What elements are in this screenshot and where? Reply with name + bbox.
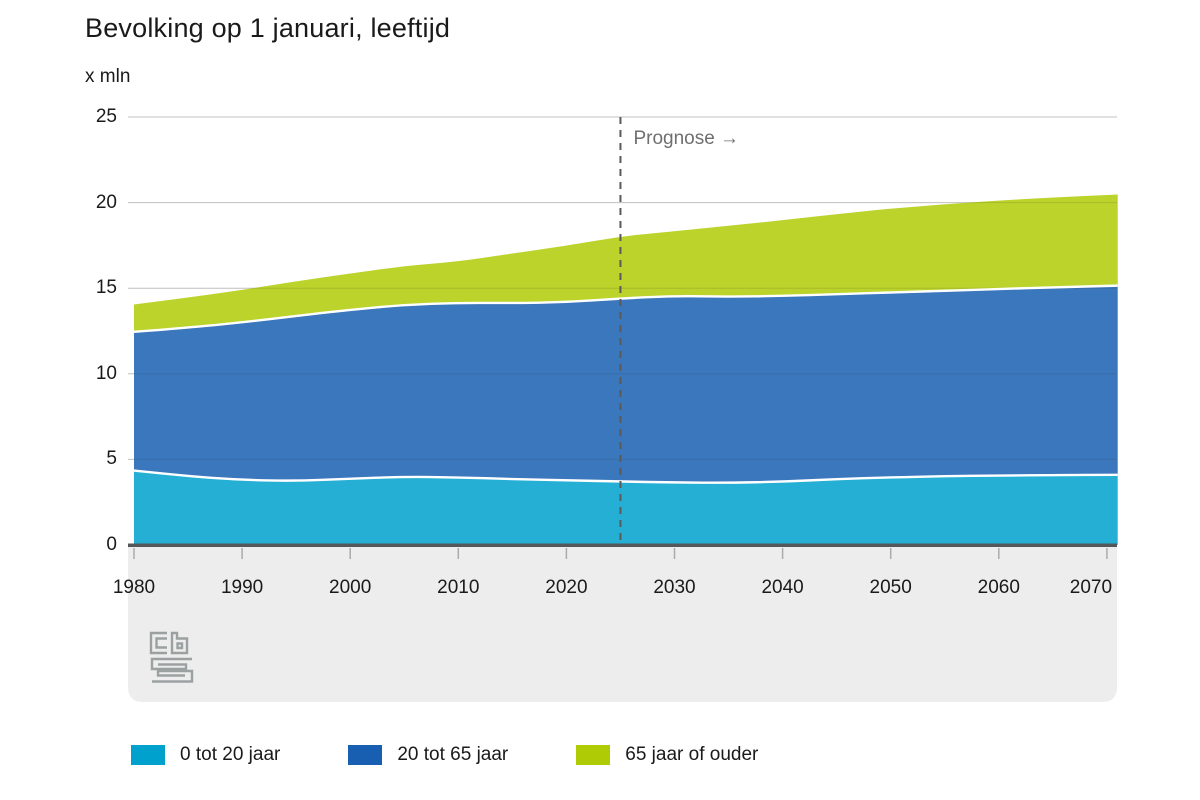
x-axis-line xyxy=(128,543,1117,547)
y-axis-label: 25 xyxy=(95,106,117,127)
x-axis-label: 2010 xyxy=(437,577,480,598)
cbs-logo-icon xyxy=(149,631,194,683)
legend-label: 20 tot 65 jaar xyxy=(397,744,509,765)
x-axis-label: 2020 xyxy=(545,577,588,598)
area-20-65 xyxy=(134,285,1118,483)
y-axis-unit-label: x mln xyxy=(85,66,131,87)
legend-label: 0 tot 20 jaar xyxy=(180,744,281,765)
legend-item: 65 jaar of ouder xyxy=(576,744,758,766)
x-axis-label: 1980 xyxy=(112,577,156,598)
y-axis-label: 15 xyxy=(95,277,117,299)
series-divider-line xyxy=(133,469,1118,484)
x-axis-label: 2040 xyxy=(761,577,804,598)
x-axis-label: 2050 xyxy=(869,577,912,598)
x-axis-label: 1990 xyxy=(220,577,264,598)
chart-title: Bevolking op 1 januari, leeftijd xyxy=(85,13,451,43)
x-axis-band xyxy=(128,547,1117,702)
legend-label: 65 jaar of ouder xyxy=(625,744,759,765)
y-axis-label: 0 xyxy=(106,534,117,555)
y-axis-label: 5 xyxy=(106,448,117,470)
y-axis-label: 20 xyxy=(95,191,117,213)
legend-item: 0 tot 20 jaar xyxy=(131,744,280,766)
prognose-annotation: Prognose → xyxy=(633,128,740,149)
chart-legend: 0 tot 20 jaar 20 tot 65 jaar 65 jaar of ou… xyxy=(131,744,826,766)
x-axis-label: 2070 xyxy=(1069,577,1113,598)
series-divider-line xyxy=(133,284,1118,334)
x-axis-label: 2000 xyxy=(329,577,372,598)
x-axis-label: 2060 xyxy=(977,577,1020,598)
area-65plus xyxy=(134,194,1118,332)
x-axis-label: 2030 xyxy=(653,577,696,598)
legend-swatch-icon xyxy=(576,745,611,765)
y-axis-label: 10 xyxy=(95,362,117,384)
legend-item: 20 tot 65 jaar xyxy=(348,744,508,766)
area-0-20 xyxy=(134,470,1118,545)
legend-swatch-icon xyxy=(131,745,165,765)
legend-swatch-icon xyxy=(348,745,383,765)
